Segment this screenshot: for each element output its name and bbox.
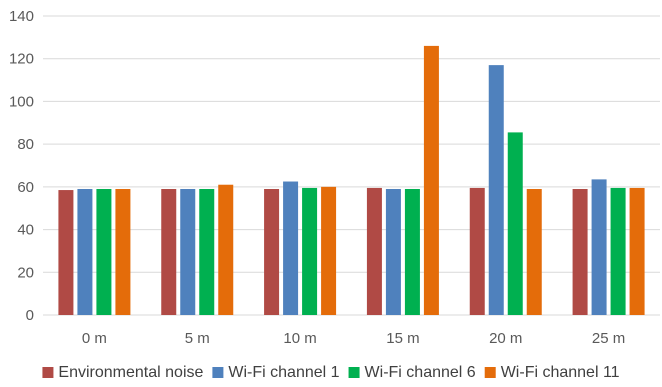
legend-item: Environmental noise — [42, 364, 204, 381]
bar — [264, 188, 280, 315]
legend-label: Wi-Fi channel 1 — [228, 364, 339, 381]
legend-item: Wi-Fi channel 1 — [212, 364, 340, 381]
bar — [526, 188, 542, 315]
y-tick-label: 0 — [26, 307, 34, 324]
x-category-label: 20 m — [489, 330, 522, 347]
x-axis-category-labels: 0 m 5 m 10 m 15 m 20 m 25 m — [82, 330, 625, 347]
y-tick-label: 40 — [17, 222, 34, 239]
legend-label: Wi-Fi channel 11 — [501, 364, 620, 381]
legend-label: Wi-Fi channel 6 — [365, 364, 476, 381]
gridlines — [43, 15, 660, 316]
bar — [161, 188, 177, 315]
legend-swatch — [484, 367, 496, 378]
legend: Environmental noise Wi-Fi channel 1 Wi-Fi … — [42, 364, 620, 381]
bar — [610, 187, 626, 315]
y-tick-label: 100 — [9, 93, 34, 110]
legend-label: Environmental noise — [58, 364, 203, 381]
bar — [629, 187, 645, 315]
bar — [591, 179, 607, 315]
bar — [58, 190, 74, 315]
bars — [58, 45, 645, 316]
bar — [507, 132, 523, 315]
bar — [488, 65, 504, 315]
y-tick-label: 20 — [17, 264, 34, 281]
x-category-label: 10 m — [283, 330, 316, 347]
legend-swatch — [348, 367, 360, 378]
x-category-label: 25 m — [592, 330, 625, 347]
bar — [77, 188, 93, 315]
bar — [218, 184, 234, 315]
y-tick-label: 60 — [17, 179, 34, 196]
legend-item: Wi-Fi channel 6 — [348, 364, 476, 381]
y-tick-label: 80 — [17, 136, 34, 153]
y-axis-tick-labels: 0 20 40 60 80 100 120 140 — [9, 8, 34, 324]
bar — [404, 188, 420, 315]
bar — [302, 187, 318, 315]
legend-item: Wi-Fi channel 11 — [484, 364, 620, 381]
bar — [572, 188, 588, 315]
bar — [96, 188, 112, 315]
legend-swatch — [42, 367, 54, 378]
bar — [469, 187, 485, 315]
bar — [366, 187, 382, 315]
y-tick-label: 140 — [9, 8, 34, 25]
x-category-label: 15 m — [386, 330, 419, 347]
bar — [199, 188, 215, 315]
bar — [180, 188, 196, 315]
x-category-label: 0 m — [82, 330, 107, 347]
bar — [321, 186, 337, 315]
bar — [423, 45, 439, 316]
bar — [115, 188, 131, 315]
x-category-label: 5 m — [185, 330, 210, 347]
bar — [283, 181, 299, 315]
legend-swatch — [212, 367, 224, 378]
bar — [385, 188, 401, 315]
y-tick-label: 120 — [9, 51, 34, 68]
